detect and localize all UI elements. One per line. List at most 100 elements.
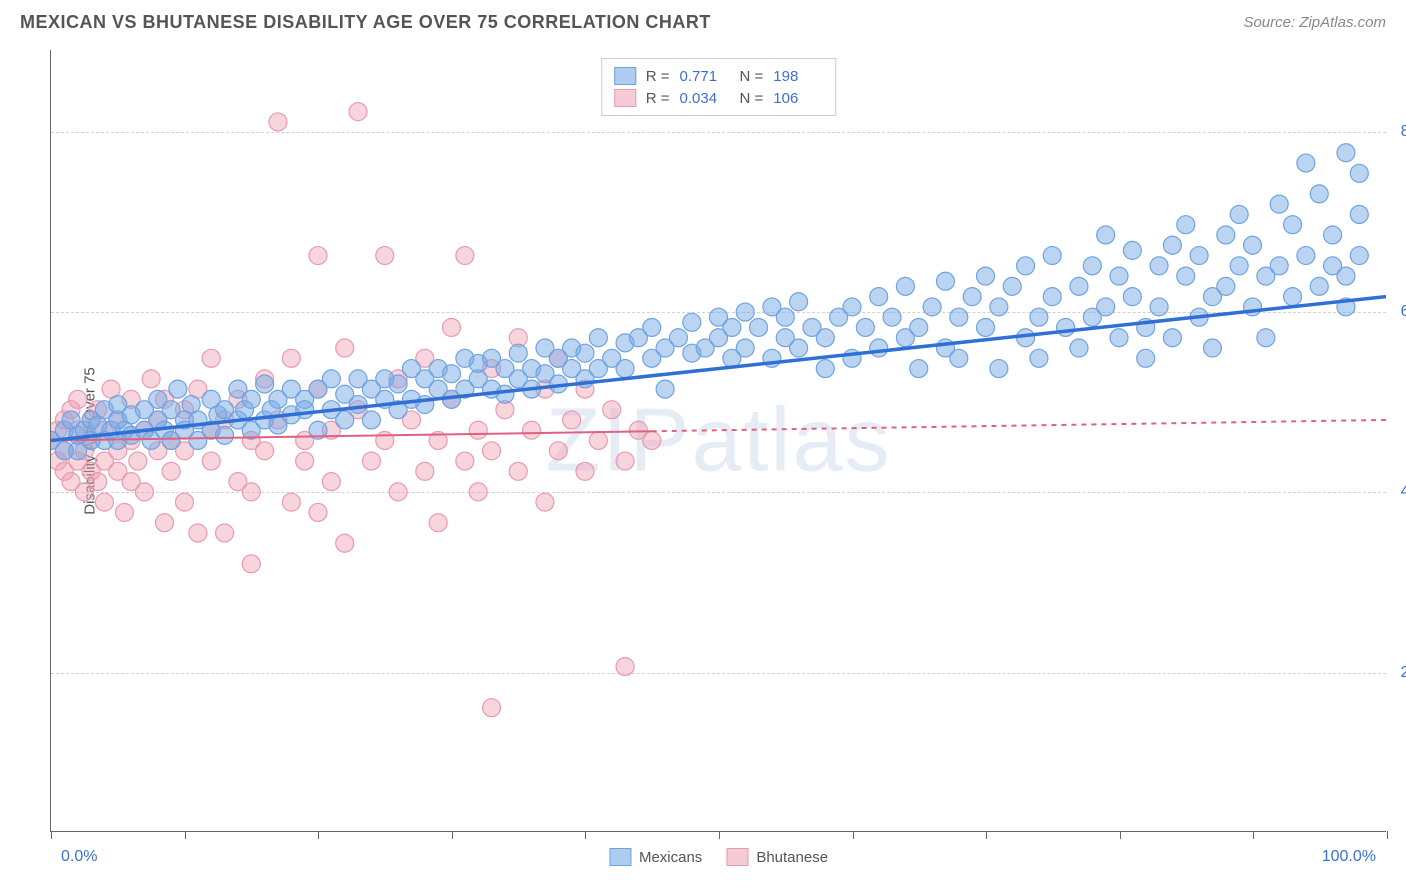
data-point-bhutanese <box>202 349 220 367</box>
data-point-mexicans <box>349 396 367 414</box>
data-point-mexicans <box>1217 277 1235 295</box>
data-point-mexicans <box>870 339 888 357</box>
data-point-mexicans <box>616 360 634 378</box>
data-point-mexicans <box>1017 257 1035 275</box>
data-point-bhutanese <box>89 473 107 491</box>
data-point-mexicans <box>1083 257 1101 275</box>
data-point-bhutanese <box>456 452 474 470</box>
data-point-bhutanese <box>162 462 180 480</box>
data-point-mexicans <box>790 339 808 357</box>
data-point-bhutanese <box>155 514 173 532</box>
data-point-mexicans <box>1217 226 1235 244</box>
data-point-mexicans <box>1270 195 1288 213</box>
data-point-mexicans <box>1150 257 1168 275</box>
data-point-mexicans <box>950 308 968 326</box>
data-point-mexicans <box>1057 318 1075 336</box>
x-tick <box>185 831 186 839</box>
data-point-bhutanese <box>616 452 634 470</box>
data-point-mexicans <box>1350 164 1368 182</box>
data-point-mexicans <box>336 411 354 429</box>
data-point-mexicans <box>856 318 874 336</box>
correlation-legend-row: R =0.771N =198 <box>614 65 824 87</box>
data-point-mexicans <box>816 329 834 347</box>
data-point-bhutanese <box>589 432 607 450</box>
data-point-mexicans <box>1203 339 1221 357</box>
data-point-bhutanese <box>576 462 594 480</box>
data-point-mexicans <box>910 318 928 336</box>
series-legend-item: Mexicans <box>609 848 702 866</box>
x-axis-min-label: 0.0% <box>61 848 97 866</box>
correlation-legend: R =0.771N =198R =0.034N =106 <box>601 58 837 116</box>
data-point-mexicans <box>1110 267 1128 285</box>
r-label: R = <box>646 90 670 107</box>
x-tick <box>51 831 52 839</box>
data-point-bhutanese <box>469 421 487 439</box>
data-point-mexicans <box>389 375 407 393</box>
data-point-mexicans <box>1163 329 1181 347</box>
data-point-mexicans <box>1137 349 1155 367</box>
series-legend: MexicansBhutanese <box>609 848 828 866</box>
data-point-mexicans <box>1030 349 1048 367</box>
data-point-mexicans <box>1324 226 1342 244</box>
data-point-bhutanese <box>135 483 153 501</box>
legend-swatch <box>614 89 636 107</box>
chart-source: Source: ZipAtlas.com <box>1243 14 1386 31</box>
legend-swatch <box>614 67 636 85</box>
data-point-bhutanese <box>509 462 527 480</box>
data-point-mexicans <box>1030 308 1048 326</box>
data-point-bhutanese <box>242 483 260 501</box>
data-point-mexicans <box>1297 247 1315 265</box>
data-point-bhutanese <box>349 103 367 121</box>
data-point-mexicans <box>990 360 1008 378</box>
data-point-mexicans <box>242 390 260 408</box>
data-point-bhutanese <box>256 442 274 460</box>
trend-line-bhutanese-extrapolated <box>652 420 1386 431</box>
x-tick <box>585 831 586 839</box>
data-point-mexicans <box>1150 298 1168 316</box>
x-tick <box>452 831 453 839</box>
data-point-mexicans <box>1070 339 1088 357</box>
data-point-bhutanese <box>416 462 434 480</box>
data-point-bhutanese <box>269 113 287 131</box>
data-point-mexicans <box>1070 277 1088 295</box>
data-point-mexicans <box>977 318 995 336</box>
data-point-mexicans <box>990 298 1008 316</box>
legend-swatch <box>609 848 631 866</box>
data-point-bhutanese <box>376 247 394 265</box>
data-point-mexicans <box>1230 205 1248 223</box>
data-point-mexicans <box>816 360 834 378</box>
data-point-mexicans <box>1244 236 1262 254</box>
data-point-bhutanese <box>376 432 394 450</box>
data-point-mexicans <box>923 298 941 316</box>
data-point-mexicans <box>1190 247 1208 265</box>
n-value: 106 <box>773 90 823 107</box>
data-point-mexicans <box>1337 144 1355 162</box>
data-point-bhutanese <box>242 555 260 573</box>
data-point-bhutanese <box>483 699 501 717</box>
data-point-bhutanese <box>336 534 354 552</box>
y-tick-label: 80.0% <box>1401 123 1406 141</box>
data-point-bhutanese <box>603 401 621 419</box>
data-point-mexicans <box>643 318 661 336</box>
r-label: R = <box>646 68 670 85</box>
data-point-mexicans <box>1310 277 1328 295</box>
data-point-mexicans <box>1350 247 1368 265</box>
data-point-mexicans <box>736 339 754 357</box>
data-point-bhutanese <box>282 493 300 511</box>
r-value: 0.771 <box>680 68 730 85</box>
data-point-bhutanese <box>536 493 554 511</box>
data-point-mexicans <box>216 426 234 444</box>
data-point-mexicans <box>1337 267 1355 285</box>
data-point-mexicans <box>1097 298 1115 316</box>
x-axis-max-label: 100.0% <box>1322 848 1376 866</box>
x-tick <box>1387 831 1388 839</box>
data-point-mexicans <box>1270 257 1288 275</box>
data-point-mexicans <box>1284 216 1302 234</box>
data-point-mexicans <box>950 349 968 367</box>
data-point-mexicans <box>870 288 888 306</box>
data-point-bhutanese <box>469 483 487 501</box>
data-point-mexicans <box>669 329 687 347</box>
data-point-mexicans <box>1097 226 1115 244</box>
data-point-mexicans <box>576 344 594 362</box>
data-point-bhutanese <box>282 349 300 367</box>
